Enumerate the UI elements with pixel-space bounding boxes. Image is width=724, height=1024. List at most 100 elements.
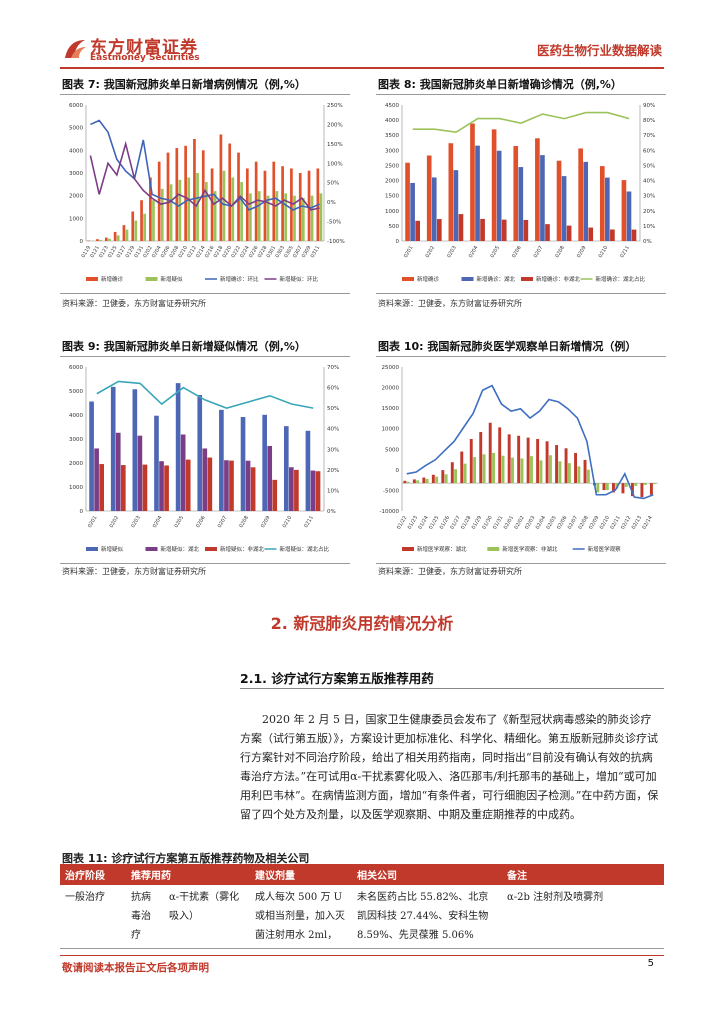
x-tick-label: 0212 [186, 245, 198, 259]
y-tick-label-right: 20% [643, 209, 655, 215]
bar [523, 219, 529, 241]
bar [245, 460, 251, 511]
y-tick-label-left: 5000 [69, 126, 83, 132]
y-tick-label-right: 40% [327, 427, 339, 433]
bar [631, 229, 637, 241]
bar [526, 437, 530, 484]
bar [634, 483, 638, 486]
legend-label: 新增疑似：环比 [280, 275, 319, 283]
bar [293, 195, 296, 241]
figure-7-title: 图表 7: 我国新冠肺炎单日新增病例情况（例,%） [62, 78, 306, 91]
bar [275, 191, 279, 241]
x-tick-label: 0303 [275, 245, 287, 259]
x-tick-label: 0119 [81, 245, 93, 259]
bar [444, 474, 448, 484]
bar [142, 464, 148, 511]
y-tick-label-left: 4000 [69, 148, 83, 154]
bar [470, 123, 475, 241]
y-tick-label-right: 30% [327, 447, 339, 453]
legend-swatch [521, 277, 533, 281]
y-tick-label-left: 4000 [385, 118, 399, 124]
bar [99, 464, 104, 511]
y-tick-label-left: 3000 [385, 148, 399, 154]
bar [229, 460, 234, 511]
y-tick-label-left: -10000 [380, 509, 400, 515]
bar [564, 448, 568, 484]
x-tick-label: 0207 [217, 515, 229, 529]
bar [415, 220, 420, 241]
legend-label: 新增疑似 [101, 545, 124, 553]
bar [412, 479, 416, 484]
y-tick-label-right: 150% [327, 142, 343, 148]
bar [283, 426, 289, 511]
bar [539, 460, 543, 484]
figure-9-source: 资料来源：卫健委，东方财富证券研究所 [62, 567, 206, 576]
legend-label: 新增疑似：湖北占比 [280, 545, 330, 553]
x-tick-label: 0214 [195, 245, 207, 259]
table-header-row: 治疗阶段 推荐用药 建议剂量 相关公司 备注 [60, 864, 664, 885]
x-tick-label: 0224 [239, 245, 251, 259]
y-tick-label-left: 1000 [69, 485, 83, 491]
legend-swatch [205, 547, 217, 551]
logo-text-cn: 东方财富证券 [90, 38, 198, 58]
x-tick-label: 0203 [130, 515, 142, 529]
bar [205, 182, 208, 241]
legend-swatch [487, 547, 500, 551]
y-tick-label-left: 1000 [385, 209, 399, 215]
x-tick-label: 0216 [204, 245, 216, 259]
bar [482, 454, 486, 484]
y-tick-label-left: 0 [80, 239, 84, 245]
subsection-title: 2.1. 诊疗试行方案第五版推荐用药 [240, 671, 434, 686]
figure-10-source: 资料来源：卫健委，东方财富证券研究所 [378, 567, 522, 576]
bar [301, 197, 305, 241]
body-paragraph: 2020 年 2 月 5 日，国家卫生健康委员会发布了《新型冠状病毒感染的肺炎诊… [240, 713, 659, 821]
bar [431, 474, 435, 484]
bar [193, 139, 196, 241]
x-tick-label: 0202 [142, 245, 154, 259]
bar [290, 168, 293, 241]
x-tick-label: 0311 [310, 245, 322, 259]
bar [175, 148, 179, 241]
x-tick-label: 0203 [446, 245, 458, 259]
bar [185, 459, 191, 511]
bar [140, 200, 143, 241]
legend-swatch [145, 547, 158, 551]
x-tick-label: 0207 [533, 245, 545, 259]
y-tick-label-left: 20000 [382, 386, 400, 392]
table-header-cell: 相关公司 [352, 864, 502, 885]
series-line [96, 380, 314, 409]
footer-divider [60, 955, 664, 956]
bar [643, 483, 647, 485]
bar [586, 469, 590, 484]
bar [507, 434, 511, 484]
legend-swatch [461, 277, 474, 281]
bar [422, 477, 426, 484]
x-tick-label: 0205 [174, 515, 186, 529]
bar [518, 167, 524, 241]
bar [116, 235, 120, 241]
legend-label: 新增疑似：非湖北 [220, 545, 265, 553]
y-tick-label-left: 0 [396, 239, 400, 245]
bar [166, 152, 170, 241]
x-tick-label: 0121 [89, 245, 101, 259]
table-header-cell: 推荐用药 [126, 864, 250, 885]
bar [149, 177, 152, 241]
bar [441, 470, 445, 484]
bar [410, 182, 415, 241]
y-tick-label-left: 2000 [69, 461, 83, 467]
bar [178, 179, 182, 241]
y-tick-label-right: 70% [643, 133, 655, 139]
bar [169, 184, 173, 241]
bar [187, 177, 191, 241]
figure-7-source: 资料来源：卫健委，东方财富证券研究所 [62, 299, 206, 308]
y-tick-label-left: 3500 [385, 133, 399, 139]
bar [498, 427, 502, 484]
subsection-divider [240, 688, 664, 689]
y-tick-label-right: -50% [327, 220, 341, 226]
x-tick-label: 0129 [125, 245, 137, 259]
y-tick-label-right: 40% [643, 179, 655, 185]
y-tick-label-left: 6000 [69, 365, 83, 371]
bar [416, 480, 420, 484]
y-tick-label-right: 60% [327, 386, 339, 392]
bar [520, 458, 524, 484]
